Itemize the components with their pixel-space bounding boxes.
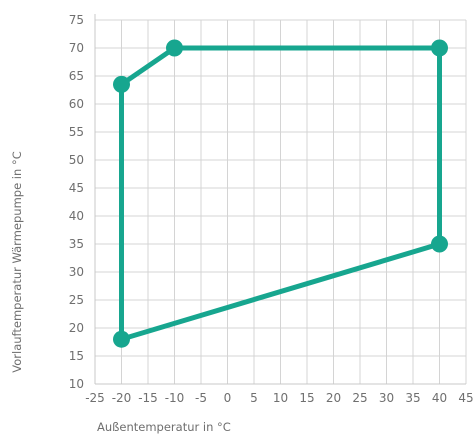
y-tick-label: 15	[69, 349, 84, 363]
x-tick-label: 25	[352, 391, 367, 405]
data-point	[431, 235, 448, 253]
y-tick-label: 30	[69, 265, 84, 279]
x-tick-labels: -25 -20 -15 -10 -5 0 5 10 15 20 25 30 35 40 45	[85, 391, 473, 405]
x-tick-label: -25	[85, 391, 105, 405]
x-tick-label: 40	[432, 391, 447, 405]
y-tick-label: 50	[69, 153, 84, 167]
x-tick-label: -15	[138, 391, 158, 405]
x-tick-label: 20	[326, 391, 341, 405]
y-tick-label: 45	[69, 181, 84, 195]
series-line	[119, 45, 442, 342]
x-tick-label: 10	[273, 391, 288, 405]
x-tick-label: 5	[250, 391, 258, 405]
series-operating-envelope	[113, 39, 448, 348]
x-tick-label: 35	[405, 391, 420, 405]
y-tick-label: 65	[69, 69, 84, 83]
data-point	[113, 75, 130, 93]
y-tick-label: 10	[69, 377, 84, 391]
x-tick-label: 15	[299, 391, 314, 405]
x-tick-label: 0	[224, 391, 232, 405]
x-tick-label: -10	[165, 391, 185, 405]
y-tick-label: 40	[69, 209, 84, 223]
y-axis-title: Vorlauftemperatur Wärmepumpe in °C	[10, 151, 24, 372]
y-tick-label: 75	[69, 13, 84, 27]
y-tick-label: 35	[69, 237, 84, 251]
data-point	[166, 39, 183, 57]
axes	[94, 14, 466, 385]
y-tick-label: 20	[69, 321, 84, 335]
y-tick-label: 55	[69, 125, 84, 139]
x-tick-label: -5	[195, 391, 207, 405]
y-tick-labels: 10 15 20 25 30 35 40 45 50 55 60 65 70 75	[69, 13, 84, 391]
x-tick-label: -20	[112, 391, 132, 405]
x-axis-title: Außentemperatur in °C	[97, 420, 231, 434]
y-tick-label: 60	[69, 97, 84, 111]
x-tick-label: 30	[379, 391, 394, 405]
y-tick-label: 70	[69, 41, 84, 55]
x-tick-label: 45	[458, 391, 473, 405]
data-point	[113, 330, 130, 348]
data-point	[431, 39, 448, 57]
y-tick-label: 25	[69, 293, 84, 307]
